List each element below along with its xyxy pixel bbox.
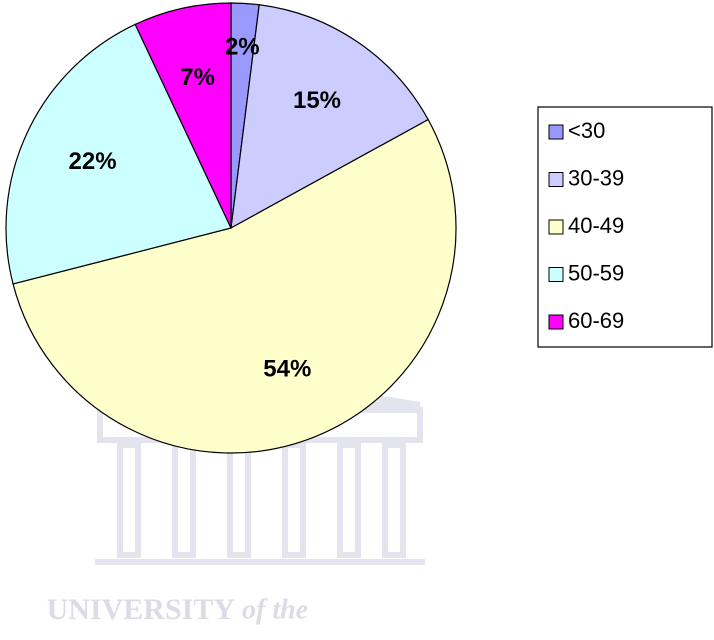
watermark-column bbox=[285, 445, 303, 555]
legend-label: 60-69 bbox=[568, 308, 624, 333]
data-label: 7% bbox=[180, 64, 215, 91]
data-label: 22% bbox=[69, 148, 117, 175]
legend-swatch bbox=[549, 268, 563, 282]
data-label: 15% bbox=[293, 87, 341, 114]
watermark-text: UNIVERSITY bbox=[47, 593, 236, 626]
legend-swatch bbox=[549, 315, 563, 329]
watermark-column bbox=[120, 445, 138, 555]
watermark-column bbox=[230, 445, 248, 555]
watermark-column bbox=[175, 445, 193, 555]
legend-box bbox=[538, 107, 712, 347]
legend-label: 30-39 bbox=[568, 165, 624, 190]
watermark-column bbox=[340, 445, 358, 555]
watermark-text: of the bbox=[242, 594, 308, 625]
legend-swatch bbox=[549, 173, 563, 187]
legend-swatch bbox=[549, 125, 563, 139]
legend-swatch bbox=[549, 220, 563, 234]
legend-label: 50-59 bbox=[568, 260, 624, 285]
data-label: 2% bbox=[225, 34, 260, 61]
chart: UNIVERSITY of the 2% 15% 54% 22% 7% <30 30-39 4… bbox=[0, 0, 714, 635]
watermark-column bbox=[385, 445, 403, 555]
data-label: 54% bbox=[263, 356, 311, 383]
legend-label: <30 bbox=[568, 118, 605, 143]
legend-label: 40-49 bbox=[568, 213, 624, 238]
page: UNIVERSITY of the 2% 15% 54% 22% 7% <30 30-39 4… bbox=[0, 0, 714, 640]
